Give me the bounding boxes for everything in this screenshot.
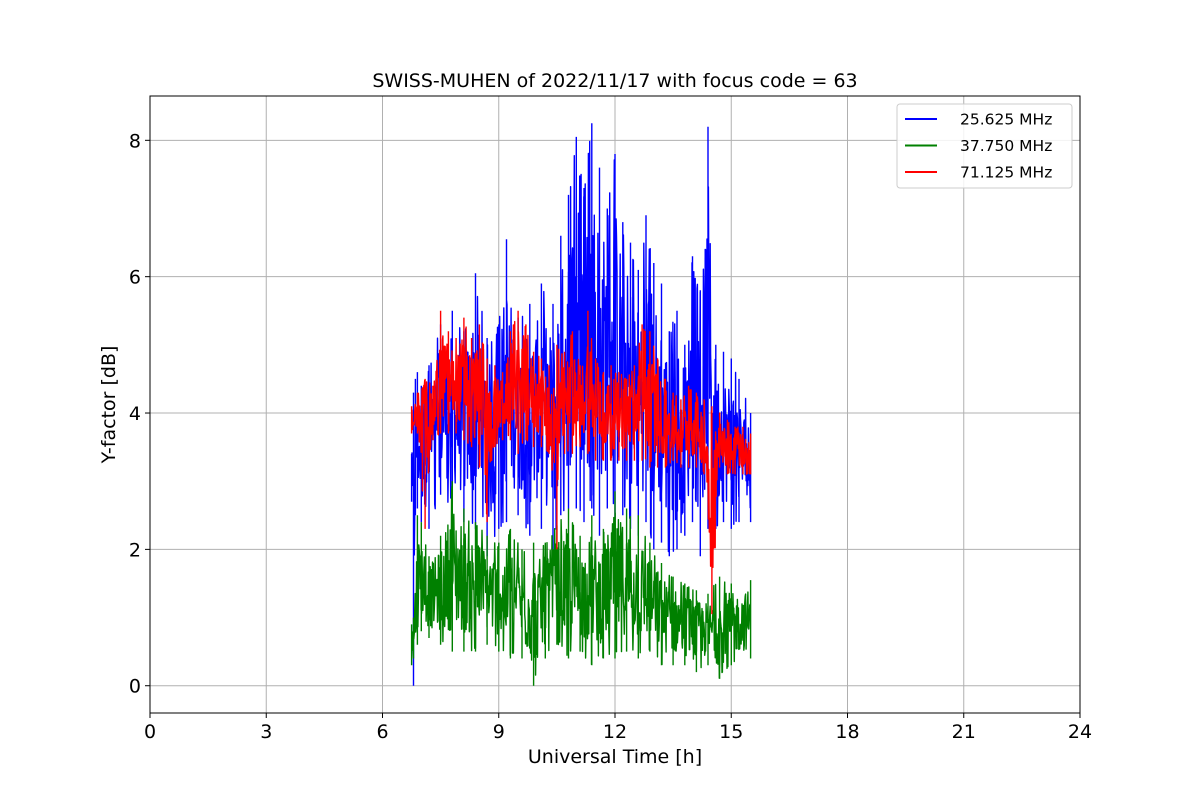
x-tick-label: 6 bbox=[376, 721, 388, 743]
x-tick-label: 15 bbox=[719, 721, 743, 743]
x-axis-label: Universal Time [h] bbox=[528, 746, 702, 768]
x-tick-label: 12 bbox=[603, 721, 627, 743]
x-tick-label: 0 bbox=[144, 721, 156, 743]
y-tick-label: 8 bbox=[129, 130, 141, 152]
x-tick-label: 9 bbox=[493, 721, 505, 743]
y-tick-label: 0 bbox=[129, 676, 141, 698]
y-tick-label: 6 bbox=[129, 267, 141, 289]
legend-box bbox=[896, 103, 1073, 189]
legend: 25.625 MHz 37.750 MHz 71.125 MHz bbox=[896, 103, 1073, 189]
x-tick-label: 3 bbox=[260, 721, 272, 743]
legend-label: 37.750 MHz bbox=[960, 137, 1052, 155]
chart-title: SWISS-MUHEN of 2022/11/17 with focus cod… bbox=[372, 70, 857, 92]
legend-label: 71.125 MHz bbox=[960, 164, 1052, 182]
series-line bbox=[410, 481, 752, 686]
y-axis-label: Y-factor [dB] bbox=[98, 346, 120, 465]
series-line bbox=[410, 310, 752, 615]
x-tick-label: 21 bbox=[952, 721, 976, 743]
legend-label: 25.625 MHz bbox=[960, 111, 1052, 129]
y-tick-label: 2 bbox=[129, 539, 141, 561]
y-tick-label: 4 bbox=[129, 403, 141, 425]
x-tick-label: 24 bbox=[1068, 721, 1092, 743]
series-layer bbox=[410, 123, 752, 686]
x-tick-label: 18 bbox=[835, 721, 859, 743]
